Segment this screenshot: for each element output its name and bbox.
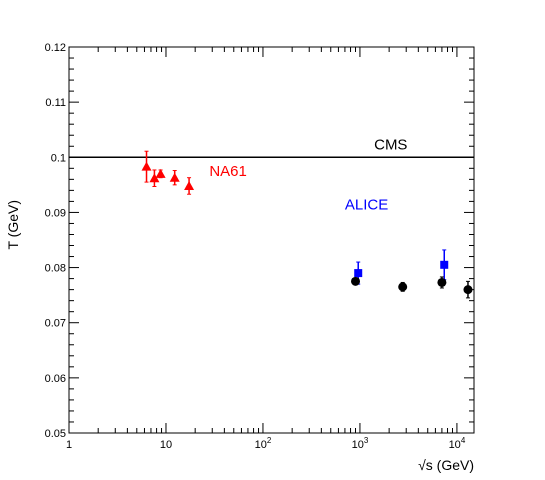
series-2-point [351,276,361,286]
x-axis-label: √s (GeV) [418,457,474,473]
x-tick-label: 1 [66,439,72,451]
na61-point [169,172,180,182]
x-tick-label: 10 [160,439,172,451]
series-2-point [463,285,473,295]
x-tick-label: 102 [255,436,272,451]
annotation-cms: CMS [374,137,407,154]
axis-ticks: 0.05 0.06 0.07 0.08 0.09 0.1 0.11 0.12 1 10 102 103… [45,42,474,451]
y-tick-label: 0.11 [45,97,66,109]
y-axis-label: T (GeV) [5,200,21,250]
annotation-alice: ALICE [345,197,388,214]
na61-point [184,180,195,190]
plot-frame [68,46,475,434]
na61-point [141,161,152,171]
x-tick-label: 103 [352,436,369,451]
y-tick-label: 0.09 [45,207,66,219]
na61-point [155,168,166,178]
x-tick-label: 104 [449,436,466,451]
y-tick-label: 0.08 [45,263,66,275]
alice-point [354,269,363,278]
series-2-point [398,282,408,292]
y-tick-label: 0.05 [45,428,66,440]
series-2-point [437,277,447,287]
annotations: CMS NA61 ALICE [209,137,407,214]
alice-point [440,260,449,269]
y-tick-label: 0.06 [45,373,66,385]
data-points [141,150,473,299]
y-tick-label: 0.07 [45,318,66,330]
annotation-na61: NA61 [209,163,247,180]
na61-point [149,173,160,183]
y-tick-label: 0.1 [51,152,66,164]
y-tick-label: 0.12 [45,42,66,54]
